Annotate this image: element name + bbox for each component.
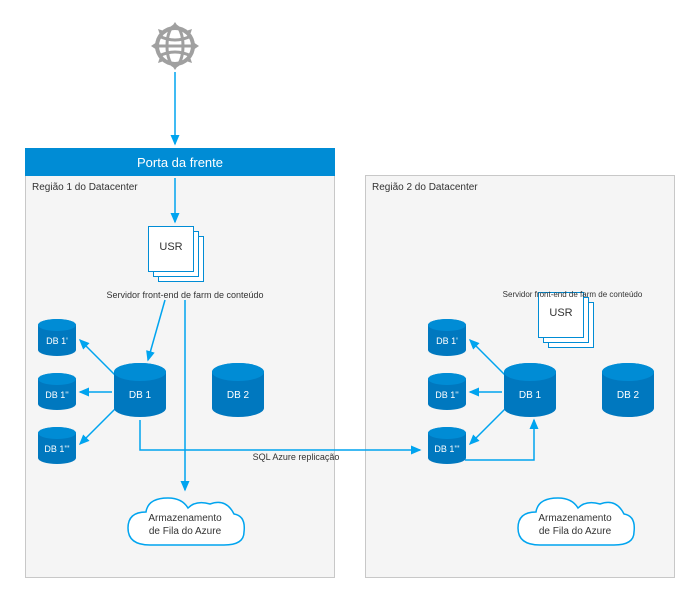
- db1a-region2: DB 1': [426, 318, 468, 358]
- db1-region1: DB 1: [112, 362, 168, 418]
- db1b-r1-label: DB 1'': [36, 390, 78, 400]
- db1b-region1: DB 1'': [36, 372, 78, 412]
- db1b-r2-label: DB 1'': [426, 390, 468, 400]
- replication-label: SQL Azure replicação: [236, 452, 356, 462]
- usr-stack-1: USR: [148, 226, 214, 292]
- cloud-storage-1: Armazenamento de Fila do Azure: [120, 490, 250, 565]
- db1c-r2-label: DB 1''': [426, 444, 468, 454]
- db1b-region2: DB 1'': [426, 372, 468, 412]
- region-1-label: Região 1 do Datacenter: [32, 182, 138, 193]
- server-caption-2: Servidor front-end de farm de conteúdo: [480, 290, 665, 299]
- db1c-region1: DB 1''': [36, 426, 78, 466]
- usr-2-label: USR: [538, 307, 584, 319]
- db2-r1-label: DB 2: [210, 390, 266, 401]
- globe-icon: [151, 22, 199, 70]
- cloud-storage-2: Armazenamento de Fila do Azure: [510, 490, 640, 565]
- db1-region2: DB 1: [502, 362, 558, 418]
- front-door-bar: Porta da frente: [25, 148, 335, 176]
- db1c-region2: DB 1''': [426, 426, 468, 466]
- db1c-r1-label: DB 1''': [36, 444, 78, 454]
- cloud1-line2: de Fila do Azure: [149, 526, 221, 537]
- db1a-region1: DB 1': [36, 318, 78, 358]
- cloud2-line1: Armazenamento: [538, 513, 611, 524]
- cloud2-line2: de Fila do Azure: [539, 526, 611, 537]
- db1-r1-label: DB 1: [112, 390, 168, 401]
- db1a-r2-label: DB 1': [426, 336, 468, 346]
- usr-stack-2: USR: [538, 292, 604, 358]
- db1a-r1-label: DB 1': [36, 336, 78, 346]
- db1-r2-label: DB 1: [502, 390, 558, 401]
- usr-1-label: USR: [148, 241, 194, 253]
- server-caption-1: Servidor front-end de farm de conteúdo: [95, 290, 275, 300]
- db2-r2-label: DB 2: [600, 390, 656, 401]
- region-2-label: Região 2 do Datacenter: [372, 182, 478, 193]
- cloud1-line1: Armazenamento: [148, 513, 221, 524]
- db2-region1: DB 2: [210, 362, 266, 418]
- front-door-label: Porta da frente: [137, 155, 223, 170]
- db2-region2: DB 2: [600, 362, 656, 418]
